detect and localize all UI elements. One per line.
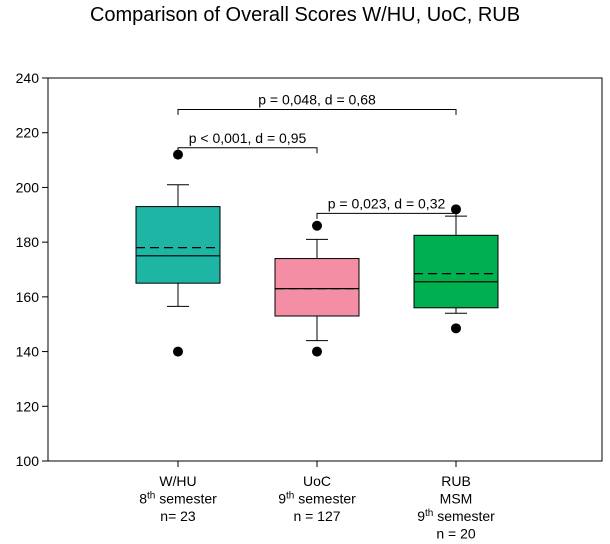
outlier-point [173,346,183,357]
x-label-line: 9th semester [278,490,356,507]
x-label-line: n = 20 [436,526,476,542]
bracket-label: p = 0,048, d = 0,68 [258,91,376,107]
box-groups [135,149,499,357]
y-tick-label: 100 [16,453,40,469]
bracket-label: p < 0,001, d = 0,95 [189,130,307,146]
x-label-line: 9th semester [417,508,495,525]
x-label-line: n = 127 [293,508,340,524]
box-group [135,149,221,357]
bracket-line [316,212,457,219]
significance-bracket: p = 0,023, d = 0,32 [316,195,457,219]
plot-frame [47,77,603,462]
x-label-line: MSM [440,491,473,507]
outlier-point [451,323,461,334]
bracket-line [177,108,457,115]
box-group [413,204,499,334]
x-label-line: W/HU [159,473,196,489]
box [413,234,499,309]
x-label-line: n= 23 [160,508,196,524]
outlier-point [173,149,183,160]
significance-bracket: p = 0,048, d = 0,68 [177,91,457,115]
bracket-line [177,147,318,154]
chart-title: Comparison of Overall Scores W/HU, UoC, … [89,4,521,26]
outlier-point [312,220,322,231]
x-label-line: RUB [441,473,471,489]
box-group [274,220,360,357]
y-tick-label: 200 [16,179,40,195]
y-tick-label: 140 [16,344,40,360]
y-tick-label: 160 [16,289,40,305]
box [135,206,221,284]
bracket-label: p = 0,023, d = 0,32 [328,195,446,211]
x-label-line: UoC [303,473,331,489]
y-tick-label: 220 [16,125,40,141]
significance-brackets: p = 0,048, d = 0,68 p < 0,001, d = 0,95 p … [177,91,457,219]
box [274,258,360,317]
y-tick-label: 180 [16,234,40,250]
significance-bracket: p < 0,001, d = 0,95 [177,130,318,154]
outlier-point [312,346,322,357]
y-axis: 100 120 140 160 180 200 220 240 [16,70,457,469]
outlier-point [451,204,461,215]
y-tick-label: 120 [16,398,40,414]
x-label-line: 8th semester [139,490,217,507]
y-tick-label: 240 [16,70,40,86]
